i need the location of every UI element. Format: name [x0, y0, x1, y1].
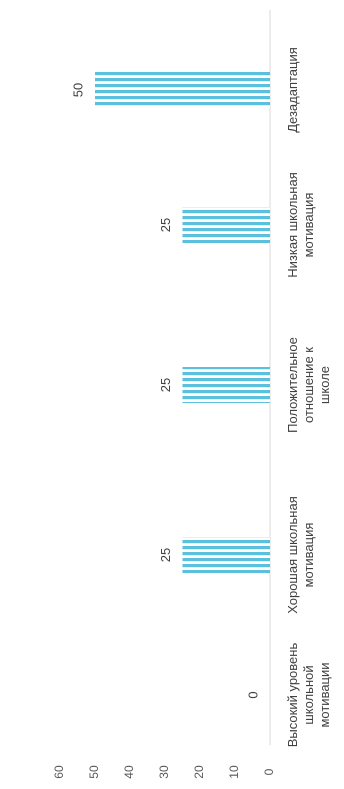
bar [95, 72, 270, 108]
tick-label: 50 [87, 765, 101, 779]
data-label: 25 [158, 218, 173, 232]
tick-label: 30 [157, 765, 171, 779]
tick-label: 40 [122, 765, 136, 779]
bar [182, 367, 270, 403]
bar [182, 537, 270, 573]
data-label: 25 [158, 378, 173, 392]
category-label: Хорошая школьнаямотивация [285, 496, 316, 614]
tick-label: 10 [227, 765, 241, 779]
category-label: Низкая школьнаямотивация [285, 172, 316, 277]
tick-label: 20 [192, 765, 206, 779]
data-label: 25 [158, 548, 173, 562]
data-label: 50 [70, 83, 85, 97]
bar [182, 207, 270, 243]
tick-label: 60 [52, 765, 66, 779]
category-label: Дезадаптация [285, 47, 300, 133]
tick-label: 0 [262, 768, 276, 775]
category-label: Высокий уровеньшкольноймотивации [285, 643, 332, 748]
category-label: Положительноеотношение кшколе [285, 337, 332, 433]
data-label: 0 [245, 691, 260, 698]
